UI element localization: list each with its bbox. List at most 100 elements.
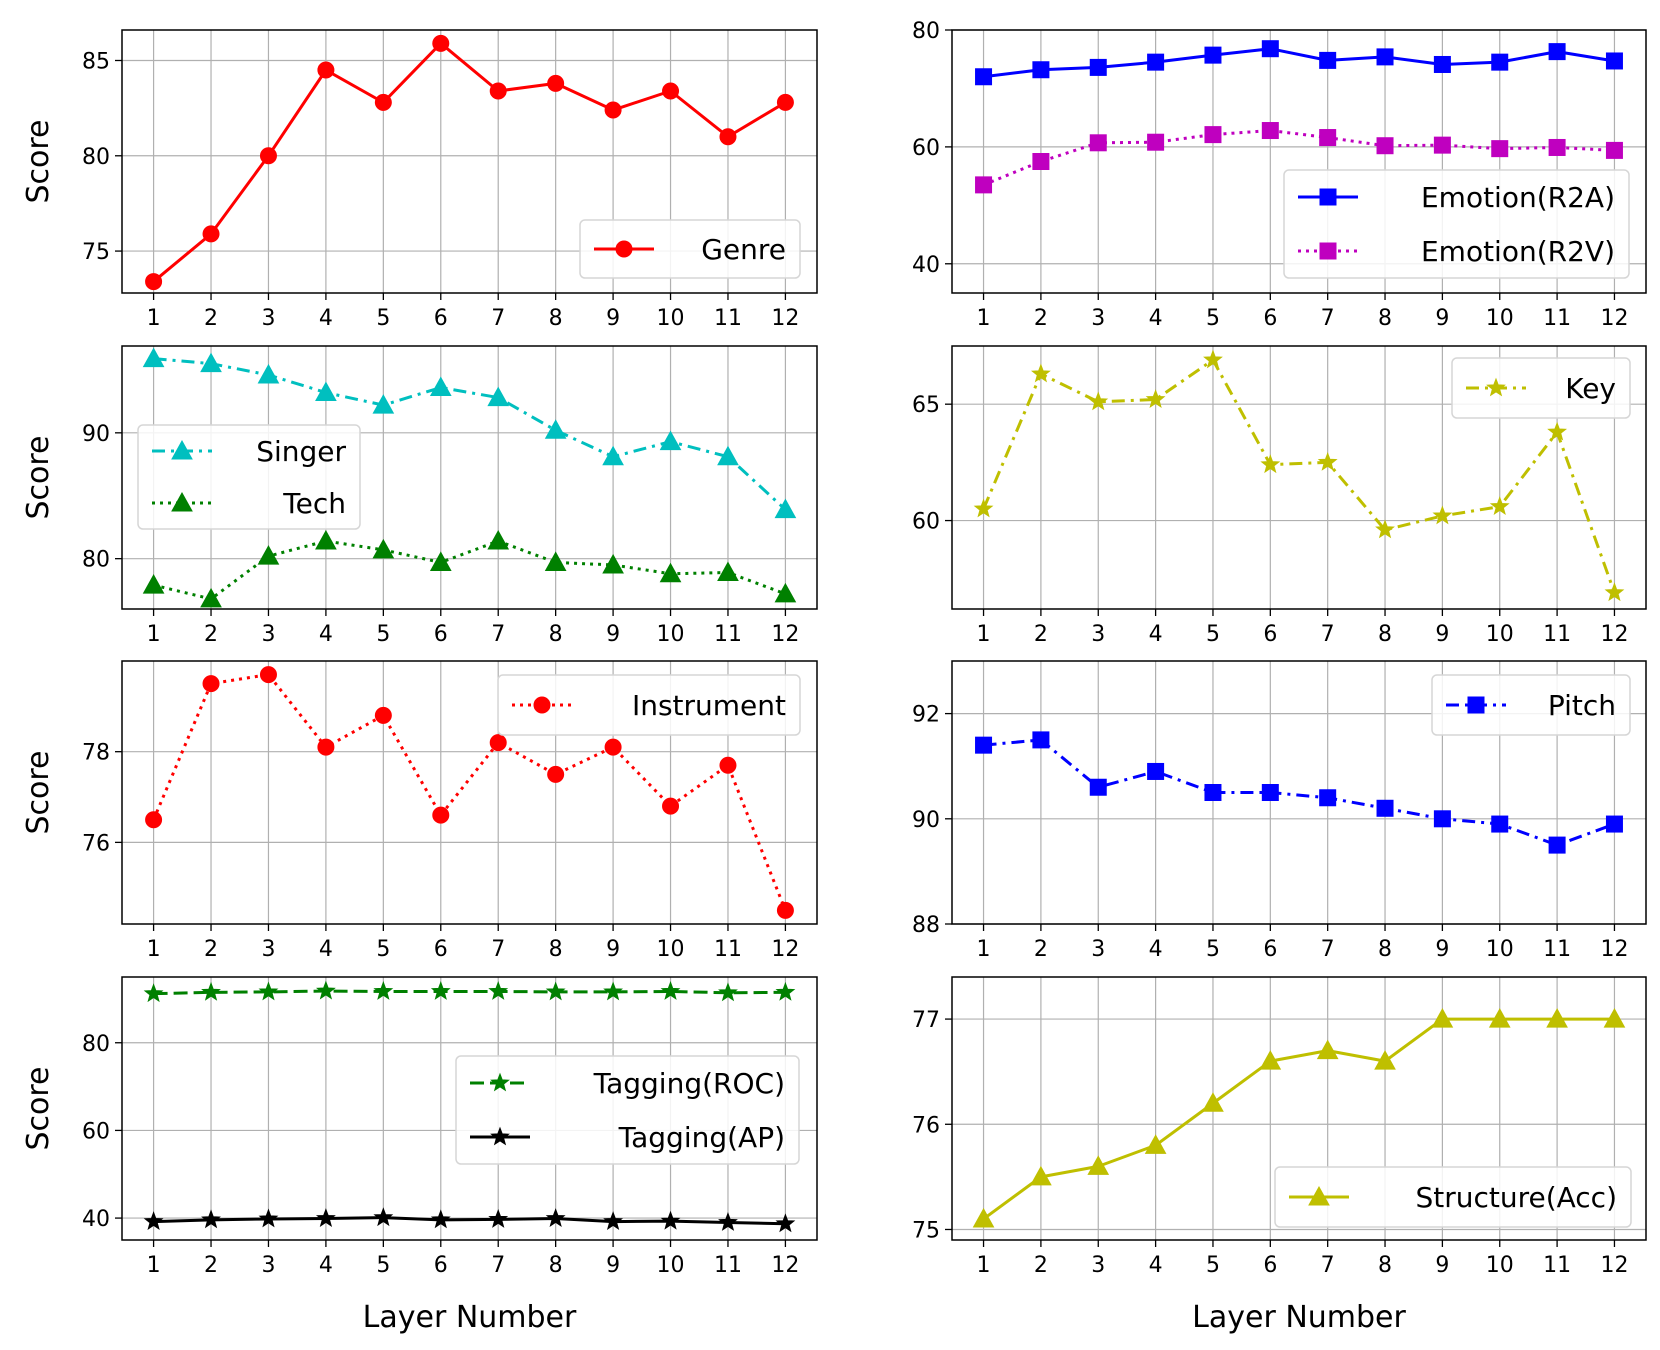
x-tick-label: 11 xyxy=(1543,306,1571,331)
data-point-emotion-r2v xyxy=(1548,138,1566,156)
axes-frame xyxy=(121,976,818,1241)
data-point-singer xyxy=(544,419,567,439)
data-point-structure-acc xyxy=(1259,1050,1282,1070)
data-point-genre xyxy=(432,34,450,52)
data-point-key xyxy=(1203,349,1223,369)
x-tick-label: 8 xyxy=(1378,622,1392,647)
data-point-tagging-roc xyxy=(545,981,566,1001)
x-tick-label: 8 xyxy=(1378,937,1392,962)
data-point-emotion-r2v xyxy=(1204,126,1222,144)
x-tick-label: 12 xyxy=(771,306,799,331)
series-emotion-r2a xyxy=(975,40,1623,86)
data-point-emotion-r2a xyxy=(1605,52,1623,70)
y-tick-label: 40 xyxy=(912,253,940,278)
data-point-structure-acc xyxy=(1374,1050,1396,1070)
y-tick-label: 90 xyxy=(912,808,940,833)
x-tick-label: 5 xyxy=(376,937,390,962)
x-tick-label: 5 xyxy=(1206,622,1220,647)
y-axis-label: Score xyxy=(21,750,56,834)
x-tick-label: 3 xyxy=(261,306,275,331)
data-point-pitch xyxy=(1605,815,1623,833)
x-tick-label: 6 xyxy=(1263,1253,1277,1278)
legend-label-key: Key xyxy=(1565,372,1616,405)
x-tick-label: 6 xyxy=(1263,937,1277,962)
data-point-pitch xyxy=(1261,784,1279,801)
data-point-tech xyxy=(717,561,739,582)
data-point-key xyxy=(1145,389,1166,408)
x-tick-label: 2 xyxy=(1034,937,1048,962)
x-tick-label: 9 xyxy=(606,1253,620,1278)
x-tick-label: 12 xyxy=(1600,1253,1628,1278)
series-emotion-r2v xyxy=(975,122,1623,194)
data-point-structure-acc xyxy=(1316,1039,1339,1060)
y-tick-label: 78 xyxy=(82,741,110,766)
y-tick-label: 80 xyxy=(912,19,940,44)
data-point-tech xyxy=(315,530,337,550)
data-point-tech xyxy=(544,551,567,571)
x-tick-label: 4 xyxy=(1149,1253,1163,1278)
x-tick-label: 8 xyxy=(549,306,563,331)
series-tagging-roc xyxy=(143,980,796,1003)
data-point-pitch xyxy=(1319,789,1337,807)
data-point-singer xyxy=(257,363,280,384)
chart-panel-2: 1 2 3 4 5 6 7 8 9 10 11 12406080Emotion(R2A)Emotion… xyxy=(912,19,1647,331)
axes-frame xyxy=(951,976,1647,1241)
data-point-tech xyxy=(602,553,624,574)
x-tick-label: 2 xyxy=(1034,1253,1048,1278)
data-point-structure-acc xyxy=(1488,1008,1511,1028)
data-point-genre xyxy=(776,93,794,111)
x-tick-label: 11 xyxy=(1543,622,1571,647)
data-point-tech xyxy=(774,582,797,603)
series-line-instrument xyxy=(152,673,787,911)
legend-marker-genre xyxy=(615,240,633,258)
data-point-emotion-r2a xyxy=(1089,58,1107,76)
data-point-emotion-r2a xyxy=(1204,46,1222,64)
x-tick-label: 5 xyxy=(376,306,390,331)
legend-label-tech: Tech xyxy=(282,487,346,520)
legend-label-tagging-ap: Tagging(AP) xyxy=(618,1121,785,1154)
y-tick-label: 85 xyxy=(82,49,110,74)
data-point-structure-acc xyxy=(1431,1008,1454,1028)
x-tick-label: 12 xyxy=(1600,622,1628,647)
legend: Emotion(R2A) Emotion(R2V) xyxy=(1283,169,1630,279)
data-point-tech xyxy=(142,574,165,594)
axes-frame xyxy=(121,345,818,610)
data-point-key xyxy=(1489,496,1510,516)
data-point-instrument xyxy=(317,738,335,756)
legend-label-tagging-roc: Tagging(ROC) xyxy=(593,1067,785,1100)
x-tick-label: 5 xyxy=(376,622,390,647)
x-axis-label: Layer Number xyxy=(1192,1300,1406,1335)
data-point-instrument xyxy=(432,806,450,824)
data-point-tagging-roc xyxy=(718,982,738,1002)
x-tick-label: 3 xyxy=(261,937,275,962)
data-point-key xyxy=(1432,505,1453,525)
data-point-tech xyxy=(659,562,682,583)
data-point-instrument xyxy=(719,756,737,774)
series-line-structure-acc xyxy=(982,1017,1615,1221)
data-point-tagging-roc xyxy=(258,981,279,1001)
y-tick-label: 76 xyxy=(82,831,110,856)
data-point-structure-acc xyxy=(1087,1155,1110,1175)
x-tick-label: 8 xyxy=(1378,1253,1392,1278)
x-tick-label: 11 xyxy=(714,937,742,962)
data-point-structure-acc xyxy=(1144,1134,1167,1154)
data-point-emotion-r2a xyxy=(1261,40,1279,58)
x-tick-label: 4 xyxy=(1149,622,1163,647)
data-point-pitch xyxy=(1433,810,1451,828)
x-tick-label: 10 xyxy=(1486,622,1514,647)
x-tick-label: 4 xyxy=(319,306,333,331)
x-tick-label: 3 xyxy=(1091,622,1105,647)
data-point-key xyxy=(1260,454,1281,474)
y-tick-label: 90 xyxy=(82,422,110,447)
x-tick-label: 10 xyxy=(657,622,685,647)
x-tick-label: 3 xyxy=(1091,937,1105,962)
x-tick-label: 8 xyxy=(1378,306,1392,331)
x-tick-label: 9 xyxy=(1435,937,1449,962)
y-tick-label: 65 xyxy=(912,393,940,418)
x-tick-label: 9 xyxy=(1435,622,1449,647)
data-point-instrument xyxy=(547,765,565,783)
